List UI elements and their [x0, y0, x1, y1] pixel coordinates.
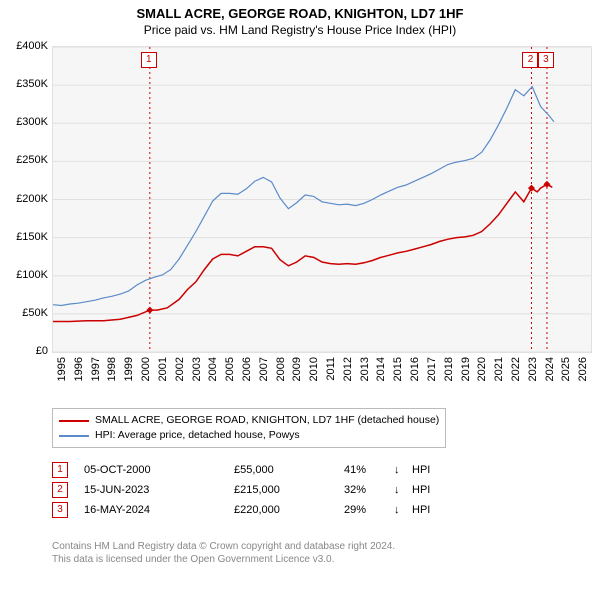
x-tick-label: 1998	[106, 357, 118, 381]
down-arrow-icon: ↓	[394, 504, 412, 516]
event-hpi-label: HPI	[412, 484, 430, 496]
legend-swatch	[59, 435, 89, 437]
x-tick-label: 2020	[476, 357, 488, 381]
x-tick-label: 2019	[460, 357, 472, 381]
footer-attribution: Contains HM Land Registry data © Crown c…	[52, 540, 395, 566]
x-tick-label: 2022	[510, 357, 522, 381]
y-tick-label: £350K	[2, 78, 48, 90]
x-tick-label: 2006	[241, 357, 253, 381]
x-tick-label: 2026	[577, 357, 589, 381]
x-tick-label: 2018	[443, 357, 455, 381]
x-tick-label: 2014	[375, 357, 387, 381]
x-tick-label: 2002	[174, 357, 186, 381]
event-price: £215,000	[234, 484, 344, 496]
event-num: 1	[52, 462, 68, 478]
y-tick-label: £300K	[2, 116, 48, 128]
legend-label: SMALL ACRE, GEORGE ROAD, KNIGHTON, LD7 1…	[95, 413, 439, 428]
x-tick-label: 2009	[291, 357, 303, 381]
event-row: 1 05-OCT-2000£55,00041%↓HPI	[52, 460, 430, 480]
event-marker-2: 2	[522, 52, 538, 68]
x-tick-label: 2015	[392, 357, 404, 381]
x-tick-label: 2011	[325, 357, 337, 381]
x-tick-label: 2010	[308, 357, 320, 381]
event-date: 15-JUN-2023	[84, 484, 234, 496]
legend-label: HPI: Average price, detached house, Powy…	[95, 428, 300, 443]
x-tick-label: 2017	[426, 357, 438, 381]
down-arrow-icon: ↓	[394, 464, 412, 476]
chart-title: SMALL ACRE, GEORGE ROAD, KNIGHTON, LD7 1…	[0, 6, 600, 21]
event-date: 16-MAY-2024	[84, 504, 234, 516]
x-tick-label: 1996	[73, 357, 85, 381]
x-tick-label: 2007	[258, 357, 270, 381]
event-marker-1: 1	[141, 52, 157, 68]
y-tick-label: £0	[2, 345, 48, 357]
x-tick-label: 2016	[409, 357, 421, 381]
x-tick-label: 2001	[157, 357, 169, 381]
x-tick-label: 2004	[207, 357, 219, 381]
plot-area	[52, 46, 592, 353]
event-row: 2 15-JUN-2023£215,00032%↓HPI	[52, 480, 430, 500]
event-date: 05-OCT-2000	[84, 464, 234, 476]
x-tick-label: 1999	[123, 357, 135, 381]
y-tick-label: £250K	[2, 154, 48, 166]
event-hpi-label: HPI	[412, 504, 430, 516]
y-tick-label: £50K	[2, 307, 48, 319]
x-tick-label: 2003	[191, 357, 203, 381]
x-tick-label: 2025	[560, 357, 572, 381]
x-tick-label: 1997	[90, 357, 102, 381]
x-tick-label: 2023	[527, 357, 539, 381]
y-tick-label: £150K	[2, 231, 48, 243]
x-tick-label: 2013	[359, 357, 371, 381]
x-tick-label: 2021	[493, 357, 505, 381]
down-arrow-icon: ↓	[394, 484, 412, 496]
y-tick-label: £200K	[2, 193, 48, 205]
x-tick-label: 2008	[275, 357, 287, 381]
plot-svg	[53, 47, 591, 352]
x-tick-label: 2005	[224, 357, 236, 381]
x-tick-label: 2000	[140, 357, 152, 381]
event-hpi-label: HPI	[412, 464, 430, 476]
events-table: 105-OCT-2000£55,00041%↓HPI215-JUN-2023£2…	[52, 460, 430, 520]
event-pct: 32%	[344, 484, 394, 496]
footer-line1: Contains HM Land Registry data © Crown c…	[52, 540, 395, 553]
event-marker-3: 3	[538, 52, 554, 68]
x-tick-label: 2012	[342, 357, 354, 381]
event-num: 3	[52, 502, 68, 518]
event-row: 3 16-MAY-2024£220,00029%↓HPI	[52, 500, 430, 520]
event-price: £220,000	[234, 504, 344, 516]
event-pct: 29%	[344, 504, 394, 516]
chart-subtitle: Price paid vs. HM Land Registry's House …	[0, 23, 600, 37]
legend-swatch	[59, 420, 89, 422]
x-tick-label: 2024	[544, 357, 556, 381]
y-tick-label: £400K	[2, 40, 48, 52]
footer-line2: This data is licensed under the Open Gov…	[52, 553, 395, 566]
x-tick-label: 1995	[56, 357, 68, 381]
event-num: 2	[52, 482, 68, 498]
legend-item: HPI: Average price, detached house, Powy…	[59, 428, 439, 443]
event-price: £55,000	[234, 464, 344, 476]
y-tick-label: £100K	[2, 269, 48, 281]
legend-item: SMALL ACRE, GEORGE ROAD, KNIGHTON, LD7 1…	[59, 413, 439, 428]
legend: SMALL ACRE, GEORGE ROAD, KNIGHTON, LD7 1…	[52, 408, 446, 448]
event-pct: 41%	[344, 464, 394, 476]
